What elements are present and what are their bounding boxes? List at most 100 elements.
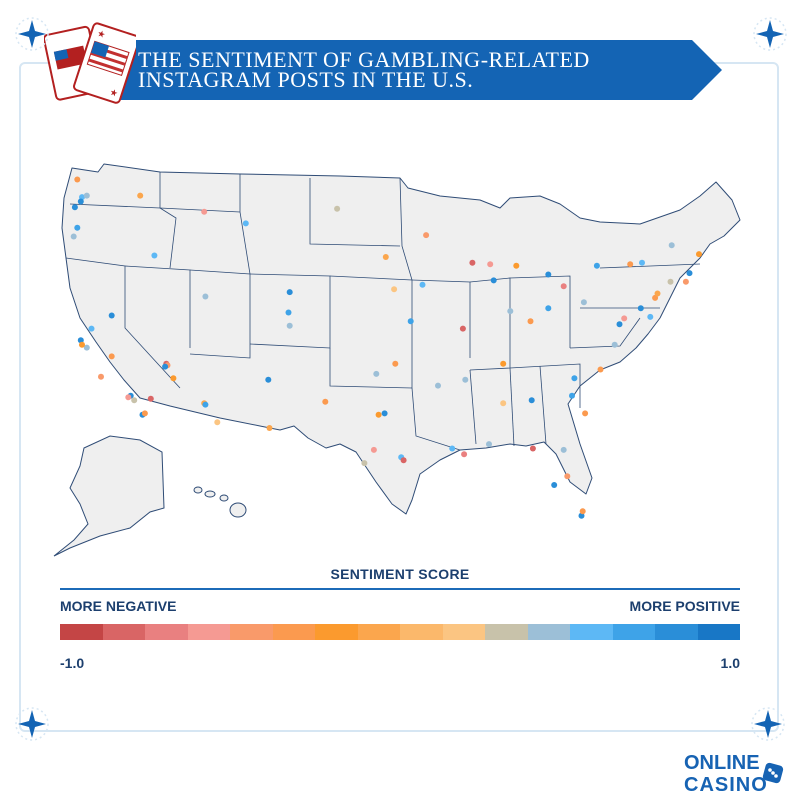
sentiment-point [564,473,571,480]
state-borders [65,172,701,451]
sentiment-point [652,294,659,301]
star-corner-icon [15,707,49,741]
sentiment-point [265,376,272,383]
sentiment-point [682,278,689,285]
sentiment-point [654,290,661,297]
sentiment-point [528,397,535,404]
sentiment-point [202,401,209,408]
scale-swatch [400,624,443,640]
scale-swatch [655,624,698,640]
sentiment-point [490,277,497,284]
scale-swatch [697,624,740,640]
sentiment-point [392,360,399,367]
sentiment-point [322,398,329,405]
sentiment-point [469,259,476,266]
sentiment-point [137,192,144,199]
sentiment-point [579,508,586,515]
sentiment-point [77,198,84,205]
sentiment-point [545,305,552,312]
sentiment-point [513,262,520,269]
us-map [53,163,741,557]
sentiment-point [285,309,292,316]
sentiment-point [381,410,388,417]
sentiment-points-layer [70,176,702,519]
scale-swatch [187,624,230,640]
star-corner-icon [15,17,49,51]
star-corner-icon [751,707,785,741]
legend-negative-label: MORE NEGATIVE [60,598,177,614]
sentiment-point [407,318,414,325]
sentiment-point [88,325,95,332]
sentiment-point [286,322,293,329]
sentiment-point [71,204,78,211]
dice-icon [762,762,784,784]
sentiment-point [686,270,693,277]
hawaii-outline [193,486,247,518]
sentiment-point [500,360,507,367]
sentiment-point [529,445,536,452]
sentiment-point [461,451,468,458]
sentiment-point [560,446,567,453]
svg-text:★: ★ [108,88,119,100]
logo-line-2: CASINO [684,774,768,796]
sentiment-point [170,375,177,382]
sentiment-point [375,411,382,418]
sentiment-point [83,344,90,351]
sentiment-point [627,261,634,268]
sentiment-point [373,370,380,377]
legend-divider [60,588,740,590]
sentiment-point [667,278,674,285]
scale-swatch [230,624,273,640]
sentiment-point [370,446,377,453]
sentiment-point [560,283,567,290]
sentiment-point [147,395,154,402]
sentiment-point [582,410,589,417]
scale-swatch [357,624,400,640]
alaska-outline [53,435,165,557]
map-land [61,163,741,515]
sentiment-point [202,293,209,300]
sentiment-point [486,441,492,448]
sentiment-point [74,176,81,183]
sentiment-point [571,375,578,382]
scale-swatch [485,624,528,640]
title-line-2: INSTAGRAM POSTS IN THE U.S. [138,67,474,92]
sentiment-point [131,397,138,404]
sentiment-point [597,366,604,373]
sentiment-point [162,363,169,370]
scale-swatch [612,624,655,640]
sentiment-point [79,341,85,348]
sentiment-point [266,425,273,431]
sentiment-color-scale [60,624,740,640]
scale-swatch [272,624,315,640]
sentiment-point [435,382,441,389]
sentiment-point [242,220,249,227]
sentiment-point [459,325,466,332]
scale-swatch [527,624,570,640]
sentiment-point [151,252,158,259]
sentiment-point [696,251,702,258]
page-title: THE SENTIMENT OF GAMBLING-RELATED INSTAG… [138,49,590,92]
sentiment-point [108,312,115,319]
scale-swatch [60,624,103,640]
scale-swatch [442,624,485,640]
sentiment-point [419,281,426,288]
sentiment-point [108,353,115,360]
sentiment-point [83,192,90,199]
sentiment-point [74,224,81,231]
svg-text:★: ★ [96,29,107,41]
sentiment-point [487,261,494,268]
sentiment-point [449,445,456,452]
sentiment-point [361,460,368,467]
sentiment-point [545,271,552,278]
sentiment-point [616,321,623,328]
legend-min-label: -1.0 [60,655,85,671]
sentiment-point [201,208,208,215]
onlinecasino-logo: ONLINE CASINO [684,752,784,802]
sentiment-point [647,313,654,320]
sentiment-point [637,305,644,312]
legend-max-label: 1.0 [720,655,740,671]
sentiment-point [507,308,514,315]
scale-swatch [570,624,613,640]
sentiment-point [593,262,600,269]
